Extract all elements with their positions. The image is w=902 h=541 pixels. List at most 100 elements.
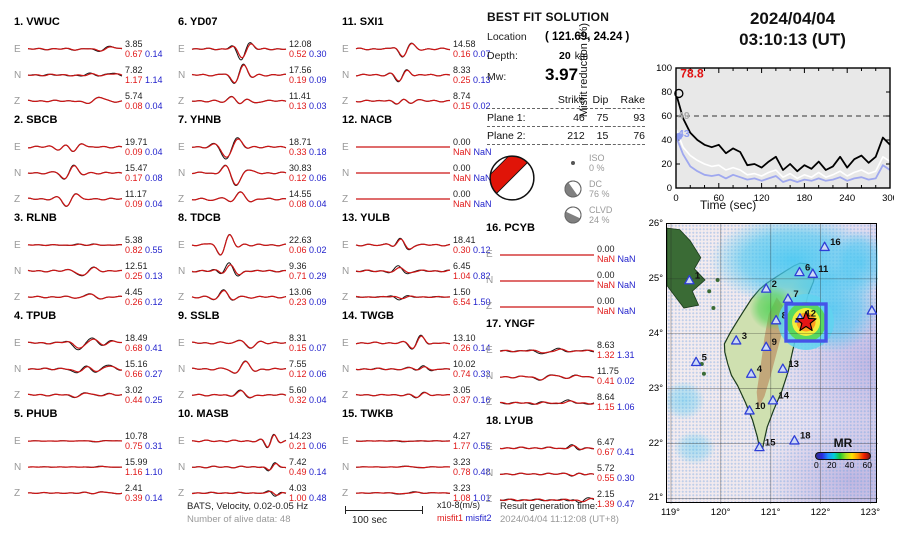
component-row: Z 4.45 0.26 0.12 <box>14 284 174 310</box>
misfit-values: 0.17 0.08 <box>125 173 163 183</box>
misfit-values: 0.25 0.13 <box>125 271 163 281</box>
component-row: N 5.72 0.55 0.30 <box>486 461 646 487</box>
component-row: N 15.16 0.66 0.27 <box>14 356 174 382</box>
trace-values: 2.15 1.39 0.47 <box>597 489 635 510</box>
map-station-marker <box>744 405 755 415</box>
misfit-values: 1.00 0.48 <box>289 493 327 503</box>
misfit2-value: 0.55 <box>473 440 491 451</box>
misfit1-value: 0.23 <box>289 296 307 307</box>
component-label: E <box>178 141 185 153</box>
waveform-trace <box>355 334 450 350</box>
misfit1-value: 0.08 <box>289 198 307 209</box>
colorbar-tick: 40 <box>844 460 855 470</box>
waveform-trace <box>355 237 451 251</box>
waveform-trace <box>499 444 595 451</box>
trace-values: 0.00 NaN NaN <box>453 189 492 209</box>
amplitude-value: 10.78 <box>125 430 148 441</box>
amplitude-value: 4.27 <box>453 430 471 441</box>
misfit1-value: 0.12 <box>289 368 307 379</box>
amplitude-value: 11.17 <box>125 188 147 199</box>
component-row: E 5.38 0.82 0.55 <box>14 232 174 258</box>
misfit-values: 0.12 0.06 <box>289 369 327 379</box>
map-lat-label: 26° <box>648 218 663 229</box>
map-station-marker <box>777 363 789 373</box>
component-label: E <box>178 43 185 55</box>
svg-text:180: 180 <box>796 193 812 204</box>
misfit2-value: 0.16 <box>473 394 491 405</box>
trace-values: 6.47 0.67 0.41 <box>597 438 635 458</box>
station-block: 17. YNGF E 8.63 1.32 1.31 N 11.75 0.41 0.02 Z 8.… <box>486 318 646 416</box>
trace-values: 12.08 0.52 0.30 <box>289 39 327 59</box>
trace-values: 11.41 0.13 0.03 <box>289 90 327 111</box>
component-label: Z <box>14 291 21 303</box>
waveform-trace <box>191 433 287 449</box>
amplitude-value: 0.00 <box>453 136 471 147</box>
misfit1-value: 0.67 <box>125 48 143 59</box>
amplitude-value: 7.42 <box>289 456 307 467</box>
misfit-values: 0.44 0.25 <box>125 395 163 405</box>
amplitude-value: 2.15 <box>597 489 615 500</box>
amplitude-value: 0.00 <box>597 270 615 281</box>
trace-values: 4.03 1.00 0.48 <box>289 483 327 503</box>
station-block: 1. VWUC E 3.85 0.67 0.14 N 7.82 1.17 1.14 Z 5.74… <box>14 16 174 114</box>
map-station-number: 4 <box>757 364 763 375</box>
amplitude-value: 11.41 <box>289 90 311 101</box>
waveform-trace <box>191 490 287 497</box>
amplitude-value: 8.74 <box>453 90 471 101</box>
component-row: E 22.63 0.06 0.02 <box>178 232 338 258</box>
map-station-number: 6 <box>805 262 810 273</box>
station-block: 12. NACB E 0.00 NaN NaN N 0.00 NaN NaN Z 0.00 NaN… <box>342 114 502 212</box>
amplitude-value: 8.63 <box>597 340 615 351</box>
component-row: N 6.45 1.04 0.82 <box>342 258 502 284</box>
map-station-number: 17 <box>877 301 878 312</box>
time-scale-bar <box>345 506 423 514</box>
amplitude-value: 0.00 <box>597 244 615 255</box>
component-label: E <box>342 141 349 153</box>
misfit-values: 0.25 0.13 <box>453 75 491 85</box>
component-row: E 12.08 0.52 0.30 <box>178 36 338 62</box>
amplitude-value: 18.41 <box>453 234 476 245</box>
misfit-values: NaN NaN <box>453 199 492 209</box>
component-row: Z 3.05 0.37 0.16 <box>342 382 502 408</box>
station-block: 3. RLNB E 5.38 0.82 0.55 N 12.51 0.25 0.13 Z 4.4… <box>14 212 174 310</box>
depth-label: Depth: <box>487 50 518 62</box>
component-row: N 7.82 1.17 1.14 <box>14 62 174 88</box>
misfit1-value: 0.16 <box>453 48 471 59</box>
component-label: Z <box>14 95 21 107</box>
table-corner <box>487 91 545 109</box>
misfit2-value: 0.30 <box>309 48 327 59</box>
trace-values: 18.41 0.30 0.12 <box>453 234 491 255</box>
misfit1-value: 0.33 <box>289 146 307 157</box>
waveform-trace <box>355 365 451 372</box>
component-label: E <box>14 141 21 153</box>
component-row: N 3.23 0.78 0.48 <box>342 454 502 480</box>
map-lon-label: 123° <box>860 507 881 518</box>
misfit2-value: 0.13 <box>473 74 491 85</box>
component-row: Z 8.64 1.15 1.06 <box>486 390 646 416</box>
amplitude-value: 0.00 <box>597 296 615 307</box>
component-row: Z 14.55 0.08 0.04 <box>178 186 338 212</box>
location-label: Location <box>487 31 527 43</box>
amplitude-value: 14.55 <box>289 188 312 199</box>
component-label: Z <box>342 389 349 401</box>
misfit-values: 1.16 1.10 <box>125 467 163 477</box>
component-row: E 3.85 0.67 0.14 <box>14 36 174 62</box>
trace-values: 5.72 0.55 0.30 <box>597 464 635 484</box>
misfit2-value: 0.27 <box>145 368 163 379</box>
component-row: Z 11.17 0.09 0.04 <box>14 186 174 212</box>
iso-ball-icon <box>563 154 583 172</box>
trace-values: 15.16 0.66 0.27 <box>125 359 163 379</box>
trace-values: 6.45 1.04 0.82 <box>453 261 491 281</box>
component-label: E <box>178 435 185 447</box>
trace-values: 2.41 0.39 0.14 <box>125 483 163 503</box>
station-name: 16. PCYB <box>486 221 535 234</box>
component-label: E <box>14 43 21 55</box>
component-row: N 17.56 0.19 0.09 <box>178 62 338 88</box>
source-region-box <box>784 302 828 343</box>
waveform-trace <box>27 364 123 374</box>
amplitude-value: 30.83 <box>289 162 312 173</box>
trace-values: 8.74 0.15 0.02 <box>453 90 491 111</box>
waveform-trace <box>499 347 595 355</box>
component-label: E <box>14 435 21 447</box>
station-block: 16. PCYB E 0.00 NaN NaN N 0.00 NaN NaN Z 0.00 NaN… <box>486 222 646 320</box>
